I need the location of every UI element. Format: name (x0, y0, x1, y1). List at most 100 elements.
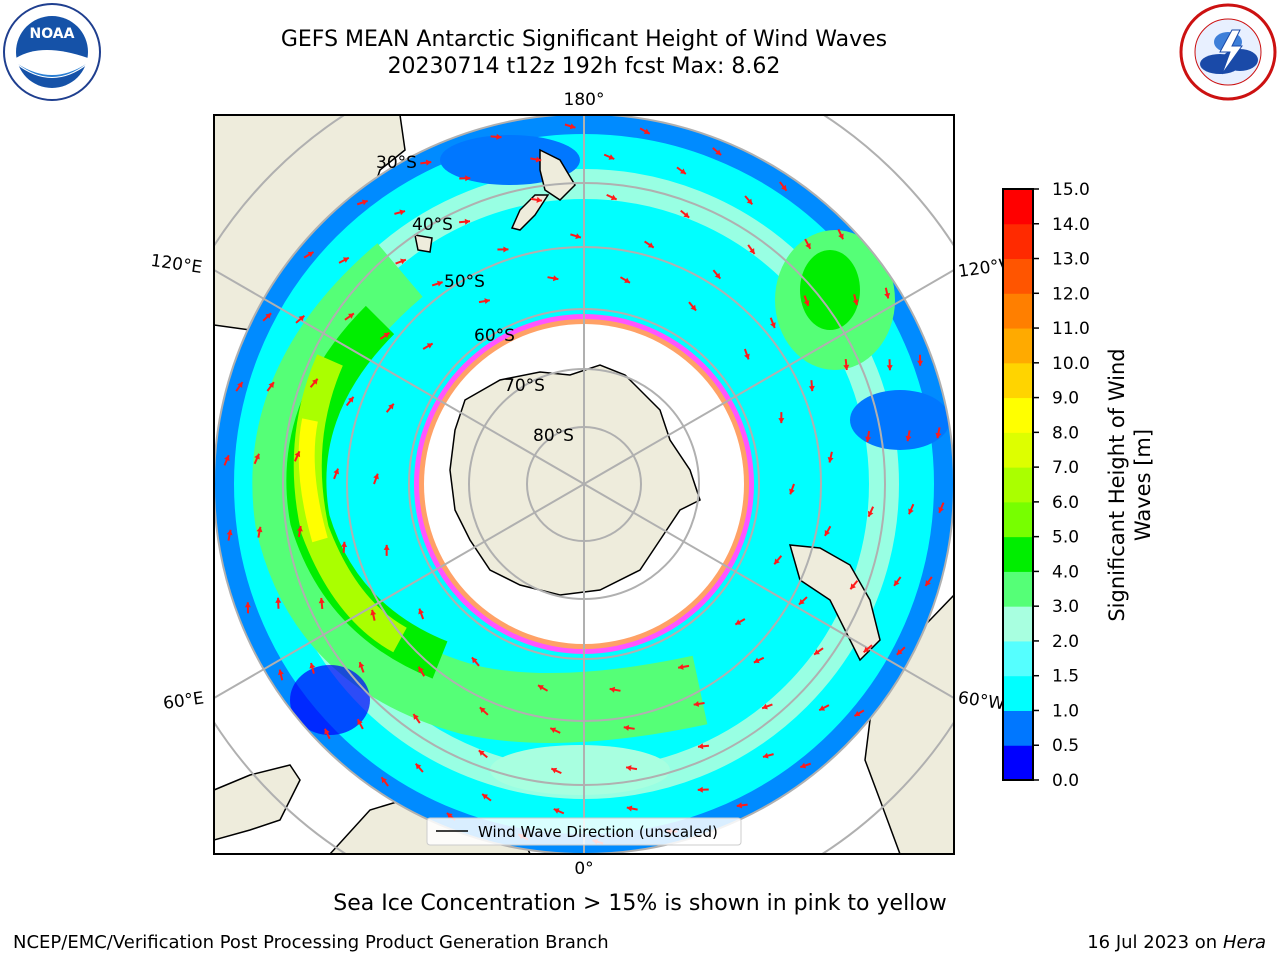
colorbar-tick-label: 2.0 (1052, 632, 1079, 652)
colorbar-segment (1003, 362, 1033, 399)
wind-arrow-head (342, 257, 349, 263)
tasmania (414, 234, 433, 253)
wind-arrow-head (575, 233, 581, 239)
wind-arrow-head (626, 765, 632, 772)
colorbar-frame (1002, 188, 1034, 781)
wind-arrow-head (678, 663, 684, 670)
colorbar-tick-label: 6.0 (1052, 493, 1079, 513)
wind-arrow-head (746, 198, 753, 205)
wind-arrow-head (643, 128, 650, 134)
lat-label-80s: 80°S (533, 426, 574, 446)
wind-arrow-head (373, 473, 379, 480)
wind-arrows (223, 123, 945, 845)
colorbar-tick-label: 4.0 (1052, 562, 1079, 582)
wind-arrow-head (884, 292, 891, 299)
colorbar-tick-label: 5.0 (1052, 528, 1079, 548)
wind-arrow-head (905, 435, 912, 442)
wind-arrow-head (917, 360, 924, 366)
wind-arrow-head (399, 209, 406, 216)
wind-arrow-head (265, 313, 272, 319)
lat-label-40s: 40°S (412, 215, 453, 235)
wind-arrow-head (471, 657, 478, 664)
wind-arrow-head (503, 246, 509, 253)
wind-arrow-head (312, 378, 318, 385)
wind-arrow-head (478, 750, 485, 756)
wind-arrow-head (550, 727, 557, 733)
colorbar-tick-label: 7.0 (1052, 458, 1079, 478)
lon-label-180: 180° (564, 90, 605, 110)
wind-arrow-head (413, 714, 419, 720)
noaa-logo-text: NOAA (30, 26, 75, 42)
wind-arrow-head (697, 786, 703, 793)
sea-ice-note: Sea Ice Concentration > 15% is shown in … (333, 891, 947, 916)
colorbar-tick-label: 8.0 (1052, 423, 1079, 443)
wind-arrow-head (798, 598, 805, 605)
colorbar-segment (1003, 432, 1033, 468)
wind-arrow-head (333, 468, 340, 475)
colorbar-tick-label: 0.0 (1052, 771, 1079, 791)
wind-arrow-head (436, 280, 443, 287)
wind-arrow-head (275, 597, 282, 603)
colorbar-tick-label: 0.5 (1052, 736, 1079, 756)
colorbar-segment (1003, 258, 1033, 294)
wind-arrow-head (357, 719, 363, 726)
colorbar-tick-label: 1.5 (1052, 667, 1079, 687)
wind-arrow-head (551, 767, 558, 774)
nws-logo (1179, 3, 1277, 101)
wind-arrow-head (850, 583, 856, 590)
colorbar-label-line2: Waves [m] (1131, 429, 1155, 541)
wind-arrow-head (803, 300, 810, 306)
wind-arrow-head (624, 277, 630, 283)
colorbar-segment (1003, 536, 1033, 572)
wind-arrow-head (623, 724, 630, 731)
wind-arrow-head (318, 597, 325, 604)
wind-arrow-head (690, 304, 697, 311)
wind-arrow-head (697, 743, 704, 750)
wind-arrow-head (426, 343, 433, 349)
wind-arrow-head (224, 455, 230, 462)
wind-arrow-head (418, 608, 424, 615)
colorbar-segment (1003, 397, 1033, 433)
wind-arrow-head (400, 258, 406, 265)
wind-arrow-head (626, 805, 633, 812)
wind-arrow-head (683, 212, 690, 218)
colorbar-tick-label: 12.0 (1052, 284, 1090, 304)
wind-arrow-head (361, 199, 368, 206)
wind-arrow-head (296, 526, 303, 532)
wind-arrow-head (358, 662, 365, 668)
wind-arrow-head (553, 808, 560, 814)
wind-arrow-head (496, 133, 502, 140)
wind-arrow-head (838, 233, 844, 240)
wind-arrow-head (370, 609, 377, 616)
wind-arrow-head (277, 669, 284, 676)
wind-arrow-head (735, 619, 742, 625)
wind-arrow-head (814, 649, 820, 655)
colorbar-segment (1003, 467, 1033, 503)
wind-arrow-head (538, 685, 544, 691)
map-legend: Wind Wave Direction (unscaled) (426, 817, 742, 846)
wind-arrow-head (852, 299, 859, 306)
wind-arrow-head (714, 272, 721, 279)
wind-arrow-head (309, 662, 316, 669)
wind-arrow-head (425, 159, 432, 166)
wind-arrow-head (808, 385, 815, 392)
wind-arrow-head (867, 510, 874, 517)
wind-arrow-head (383, 332, 390, 339)
colorbar-segment (1003, 710, 1033, 746)
wind-arrow-head (609, 686, 616, 693)
wind-arrow-head (294, 451, 301, 458)
wind-arrow-head (781, 184, 787, 191)
colorbar-segment (1003, 223, 1033, 260)
wind-arrow-head (415, 763, 422, 770)
wind-arrow-head (268, 382, 274, 388)
wind-arrow-head (348, 313, 354, 319)
colorbar-tick-label: 1.0 (1052, 701, 1079, 721)
colorbar-tick-label: 11.0 (1052, 319, 1090, 339)
machine-name: Hera (1222, 932, 1266, 953)
new-zealand-north (539, 148, 576, 201)
wind-arrow-head (908, 508, 914, 515)
colorbar-tick-label: 10.0 (1052, 354, 1090, 374)
colorbar-segment (1003, 293, 1033, 329)
wind-arrow-head (256, 526, 263, 533)
colorbar-segment (1003, 189, 1033, 225)
